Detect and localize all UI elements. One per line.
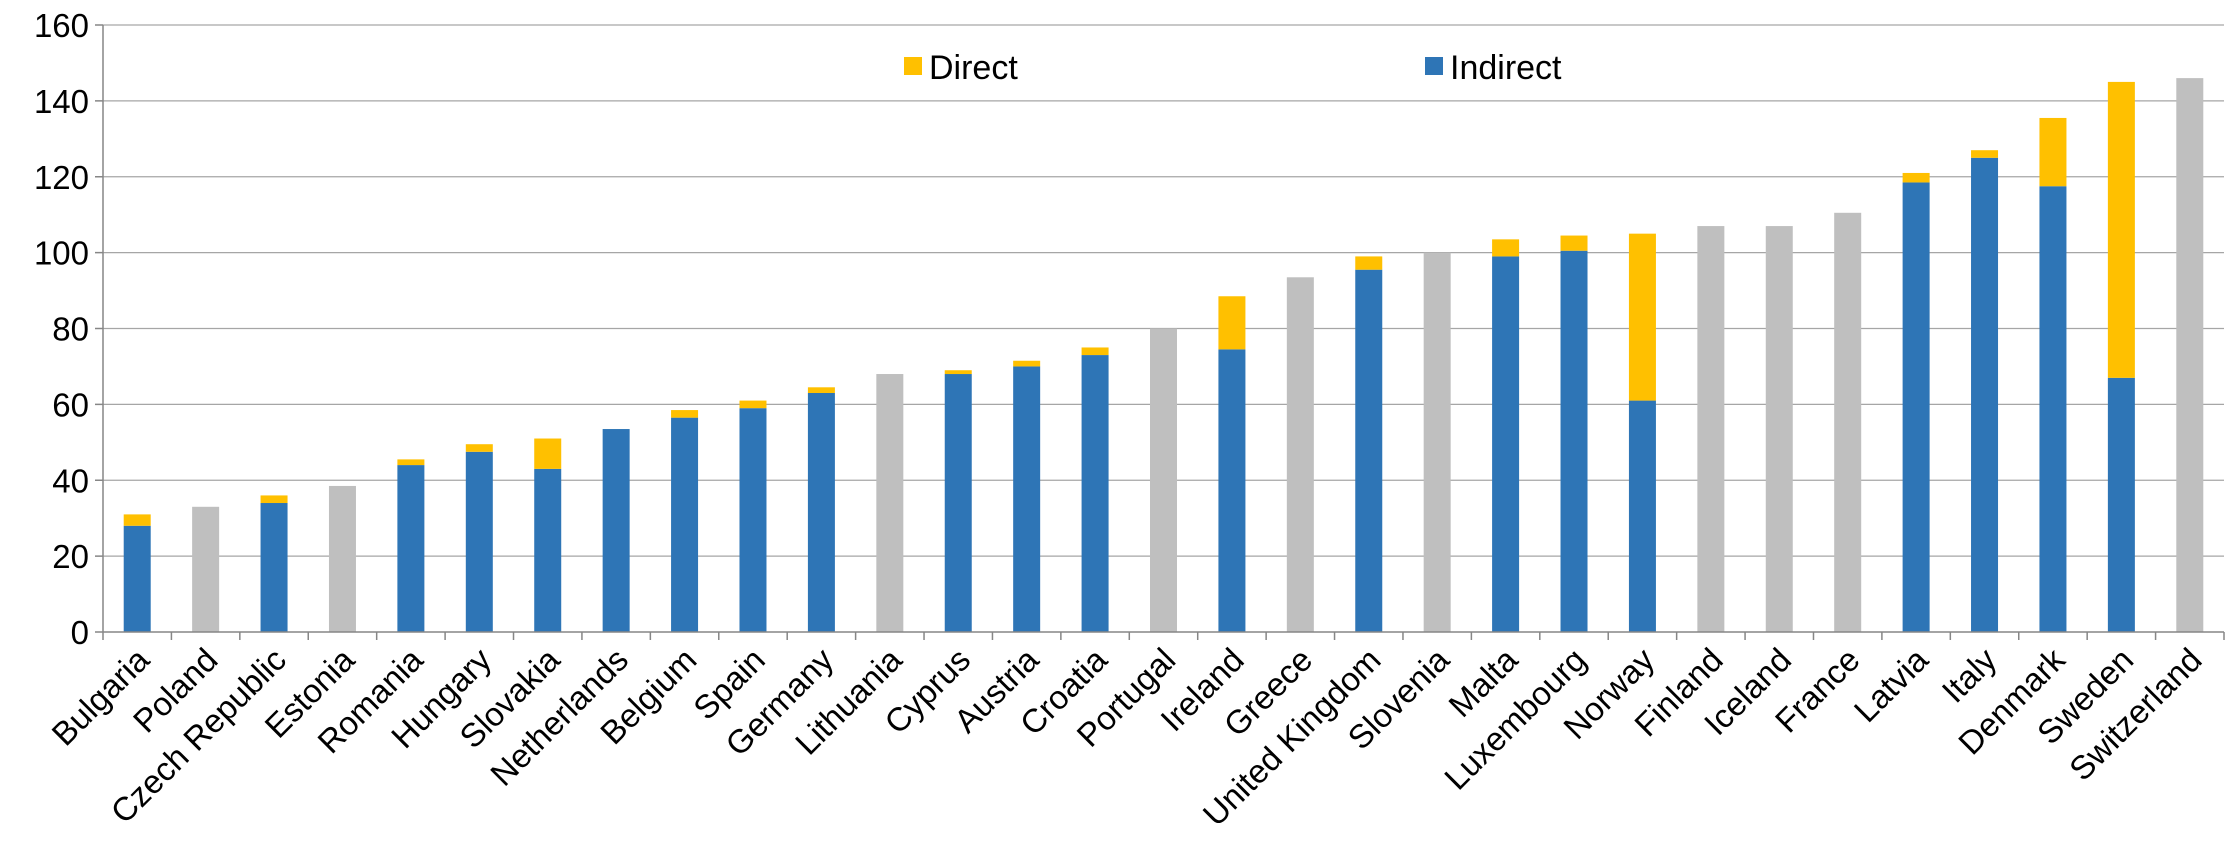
y-tick-label: 120 (34, 159, 89, 196)
bar-direct (1081, 347, 1109, 356)
x-tick-label: Latvia (1847, 640, 1936, 729)
bar-total (876, 374, 904, 632)
y-tick-label: 0 (71, 614, 89, 651)
bar-direct (671, 410, 699, 418)
bars (123, 78, 2204, 633)
bar-direct (123, 514, 151, 526)
bar-indirect (123, 525, 151, 632)
y-axis-tick-labels: 0 20 40 60 80 100 120 140 160 (34, 7, 89, 651)
bar-indirect (1492, 256, 1520, 632)
bar-total (328, 485, 356, 632)
bar-indirect (602, 429, 630, 632)
bar-direct (2107, 81, 2135, 378)
y-tick-label: 80 (52, 311, 89, 348)
bar-direct (1013, 360, 1041, 367)
bar-direct (1560, 235, 1588, 251)
bar-direct (1492, 239, 1520, 257)
bar-direct (534, 438, 562, 469)
y-tick-label: 140 (34, 83, 89, 120)
bar-indirect (1355, 269, 1383, 632)
bar-direct (807, 387, 835, 393)
bar-indirect (397, 465, 425, 632)
bar-indirect (1971, 157, 1999, 632)
bar-total (2176, 78, 2204, 633)
y-tick-label: 60 (52, 386, 89, 423)
bar-indirect (1218, 349, 1246, 632)
bar-direct (1902, 172, 1930, 183)
bar-indirect (1013, 366, 1041, 632)
x-tick-label: Bulgaria (44, 640, 156, 752)
y-tick-label: 160 (34, 7, 89, 44)
y-tick-label: 20 (52, 538, 89, 575)
bar-indirect (739, 408, 767, 632)
axes (95, 24, 2225, 640)
legend-label-indirect: Indirect (1450, 49, 1562, 87)
bar-total (1150, 328, 1177, 632)
bar-indirect (807, 392, 835, 632)
bar-indirect (944, 374, 972, 632)
legend-swatch-indirect (1425, 57, 1443, 75)
bar-indirect (1560, 250, 1588, 632)
bar-direct (397, 459, 425, 466)
bar-total (1697, 226, 1725, 632)
bar-total (1423, 252, 1451, 632)
legend-label-direct: Direct (929, 49, 1018, 87)
bar-indirect (2107, 377, 2135, 632)
bar-indirect (1902, 182, 1930, 633)
bar-indirect (1628, 400, 1656, 632)
bar-direct (465, 444, 493, 452)
y-tick-label: 40 (52, 462, 89, 499)
bar-direct (2039, 117, 2067, 187)
bar-direct (1971, 150, 1999, 158)
bar-total (192, 506, 220, 632)
bar-direct (739, 400, 767, 409)
bar-direct (1218, 296, 1246, 350)
bar-direct (260, 495, 288, 504)
bar-total (1834, 212, 1862, 632)
bar-total (1286, 277, 1314, 632)
bar-direct (1355, 256, 1383, 270)
bar-indirect (534, 468, 562, 632)
bar-indirect (671, 417, 699, 632)
bar-indirect (465, 451, 493, 632)
bar-indirect (260, 503, 288, 632)
bar-total (1765, 226, 1793, 632)
bar-direct (944, 370, 972, 375)
bar-indirect (1081, 355, 1109, 632)
legend-swatch-direct (904, 57, 922, 75)
y-tick-label: 100 (34, 235, 89, 272)
bar-direct (1628, 233, 1656, 401)
legend: Direct Indirect (904, 49, 1562, 87)
bar-indirect (2039, 186, 2067, 632)
